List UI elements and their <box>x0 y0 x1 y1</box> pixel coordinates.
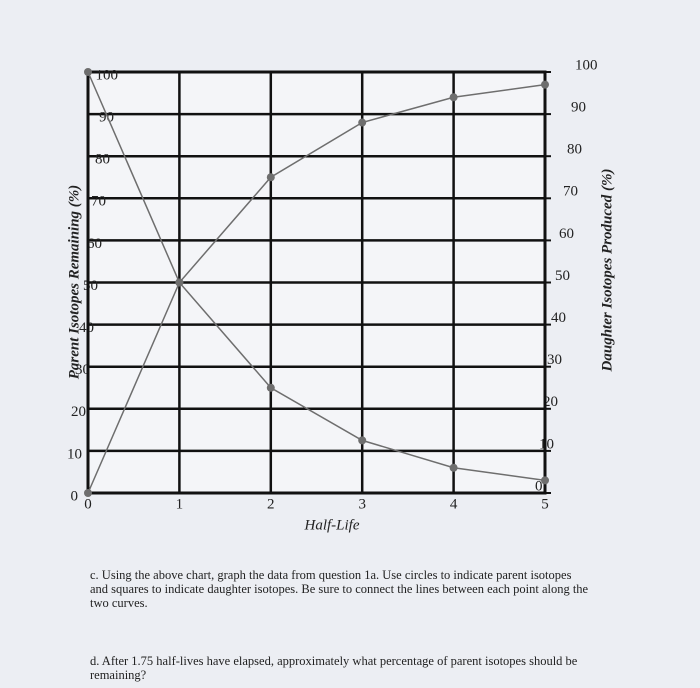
y-tick-label: 10 <box>67 446 82 462</box>
data-point <box>266 383 275 392</box>
series-line <box>87 83 546 494</box>
y2-tick-label: 90 <box>571 100 586 116</box>
y-tick-label: 50 <box>83 278 98 294</box>
data-point <box>541 476 549 485</box>
y-tick-label: 0 <box>71 488 79 504</box>
y2-tick-label: 60 <box>559 226 574 242</box>
series-line <box>87 71 546 482</box>
x-tick-label: 4 <box>450 496 458 512</box>
question-d: d. After 1.75 half-lives have elapsed, a… <box>90 654 578 682</box>
y-tick-label: 30 <box>75 362 90 378</box>
x-tick-label: 1 <box>176 496 184 512</box>
data-point <box>358 118 367 127</box>
x-tick-label: 2 <box>267 496 275 512</box>
y2-tick-label: 80 <box>567 142 582 158</box>
question-c: c. Using the above chart, graph the data… <box>90 568 589 610</box>
y-tick-label: 70 <box>91 194 106 210</box>
y-tick-label: 100 <box>96 67 119 83</box>
y-tick-label: 40 <box>79 320 94 336</box>
data-point <box>541 80 549 89</box>
x-tick-label: 5 <box>541 496 549 512</box>
y2-tick-label: 40 <box>551 310 566 326</box>
y-tick-label: 80 <box>95 152 110 168</box>
y2-tick-label: 20 <box>543 394 558 410</box>
y2-tick-label: 0 <box>535 478 543 494</box>
y-axis-label: Parent Isotopes Remaining (%) <box>66 185 82 380</box>
data-point <box>175 278 184 287</box>
y-tick-label: 20 <box>71 404 86 420</box>
x-tick-label: 3 <box>358 496 366 512</box>
data-point <box>84 68 92 76</box>
y2-tick-label: 100 <box>575 57 598 73</box>
data-point <box>358 436 367 445</box>
data-point <box>266 173 275 182</box>
x-axis-label: Half-Life <box>304 517 360 533</box>
y2-tick-label: 10 <box>539 436 554 452</box>
y2-tick-label: 50 <box>555 268 570 284</box>
data-point <box>449 463 458 472</box>
y2-axis-label: Daughter Isotopes Produced (%) <box>599 169 615 373</box>
data-point <box>449 93 458 102</box>
x-tick-label: 0 <box>84 496 92 512</box>
y2-tick-label: 70 <box>563 184 578 200</box>
data-point <box>84 489 92 497</box>
y2-tick-label: 30 <box>547 352 562 368</box>
y-tick-label: 60 <box>87 236 102 252</box>
y-tick-label: 90 <box>99 110 114 126</box>
